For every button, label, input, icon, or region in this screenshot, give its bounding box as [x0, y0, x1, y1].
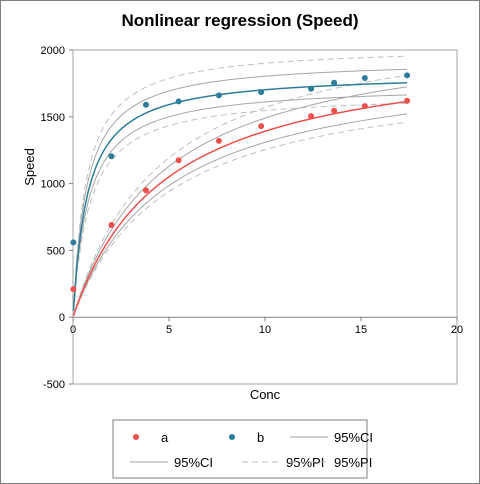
point-a: [142, 187, 149, 194]
point-b: [404, 72, 411, 79]
legend-label-ci: 95%CI: [334, 430, 373, 445]
y-tick-label: 500: [47, 245, 65, 257]
a-pi-lower: [72, 121, 408, 317]
b-pi-upper: [72, 55, 408, 310]
b-ci-lower: [72, 94, 408, 312]
plot-area: [72, 49, 458, 385]
point-a: [215, 137, 222, 144]
x-tick-label: 0: [70, 324, 76, 336]
legend-marker-a: [133, 434, 139, 440]
y-tick-label: 1000: [41, 179, 65, 191]
a-ci-upper: [72, 86, 408, 317]
point-b: [308, 85, 315, 92]
point-b: [142, 101, 149, 108]
a-pi-upper: [72, 74, 408, 317]
legend-label-ci: 95%CI: [174, 455, 213, 470]
y-tick-label: -500: [43, 379, 65, 391]
point-a: [175, 157, 182, 164]
b-pi-lower: [72, 102, 408, 313]
point-a: [404, 97, 411, 104]
x-tick-label: 10: [259, 324, 271, 336]
point-a: [331, 107, 338, 114]
point-b: [215, 92, 222, 99]
x-axis-label: Conc: [250, 387, 281, 402]
point-b: [108, 153, 115, 160]
y-tick-label: 2000: [41, 45, 65, 57]
b-ci-upper: [72, 68, 408, 311]
fit-curve-b: [72, 82, 408, 311]
legend-box: [112, 419, 368, 479]
x-tick-label: 5: [166, 324, 172, 336]
point-b: [361, 75, 368, 82]
y-tick-label: 1500: [41, 112, 65, 124]
point-b: [175, 98, 182, 105]
y-axis-label: Speed: [22, 148, 37, 186]
x-tick-label: 15: [355, 324, 367, 336]
legend-label-pi: 95%PI: [334, 455, 372, 470]
point-a: [108, 222, 115, 229]
point-b: [70, 239, 77, 246]
point-a: [308, 113, 315, 120]
point-b: [331, 79, 338, 86]
point-a: [361, 103, 368, 110]
a-ci-lower: [72, 113, 408, 317]
point-b: [258, 89, 265, 96]
x-tick-label: 20: [451, 324, 463, 336]
point-a: [258, 123, 265, 130]
y-tick-label: 0: [59, 312, 65, 324]
legend-marker-b: [229, 434, 235, 440]
legend-label-a: a: [161, 430, 169, 445]
fit-curve-a: [72, 100, 408, 317]
point-a: [70, 286, 77, 293]
legend-label-b: b: [257, 430, 264, 445]
chart-title: Nonlinear regression (Speed): [121, 11, 358, 30]
